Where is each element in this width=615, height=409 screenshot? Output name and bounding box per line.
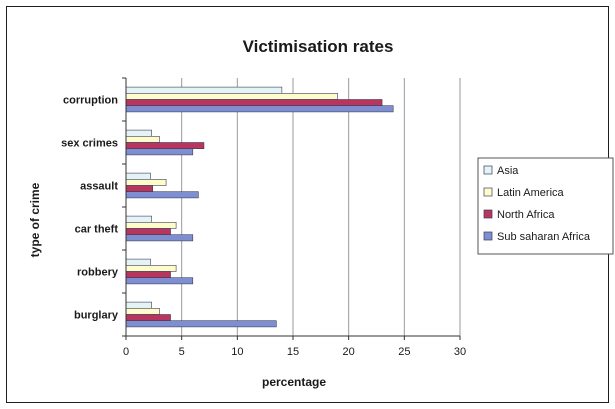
- x-tick-label: 0: [123, 346, 129, 358]
- legend-swatch: [483, 231, 493, 241]
- legend-box: [477, 157, 614, 255]
- x-tick-label: 10: [231, 346, 243, 358]
- x-tick-label: 25: [398, 346, 410, 358]
- category-label: robbery: [77, 267, 119, 279]
- legend-label: North Africa: [497, 209, 555, 221]
- bar: [125, 258, 151, 266]
- x-axis-title: percentage: [262, 375, 326, 389]
- bar: [125, 215, 152, 223]
- bar: [125, 277, 194, 285]
- x-tick-label: 5: [179, 346, 185, 358]
- bar: [125, 301, 152, 309]
- bar: [125, 185, 154, 192]
- legend-label: Asia: [497, 165, 519, 177]
- category-label: assault: [80, 181, 118, 193]
- y-axis-title: type of crime: [28, 182, 42, 257]
- bar: [125, 271, 171, 278]
- bar: [125, 105, 394, 113]
- bar: [125, 234, 194, 242]
- chart-title: Victimisation rates: [243, 37, 394, 56]
- bar: [125, 307, 160, 315]
- bar: [125, 314, 171, 321]
- bar: [125, 93, 338, 100]
- legend: Asia Latin America North Africa Sub saharan…: [477, 157, 614, 255]
- legend-label: Latin America: [497, 187, 565, 199]
- bar: [125, 99, 383, 106]
- legend-swatch: [483, 165, 493, 175]
- bar: [125, 179, 167, 186]
- bar: [125, 264, 177, 272]
- legend-label: Sub saharan Africa: [497, 231, 591, 243]
- category-label: burglary: [74, 310, 119, 322]
- legend-swatch: [483, 187, 493, 197]
- category-label: car theft: [75, 224, 119, 236]
- plot-area: corruption sex crimes assault car theft robb…: [61, 77, 466, 358]
- bar: [125, 148, 194, 156]
- bar: [125, 172, 151, 180]
- bar: [125, 86, 283, 94]
- x-tick-label: 30: [454, 346, 466, 358]
- bar: [125, 191, 199, 199]
- bar: [125, 228, 171, 235]
- category-label: corruption: [63, 95, 118, 107]
- x-tick-label: 20: [343, 346, 355, 358]
- category-label: sex crimes: [61, 138, 118, 150]
- bar: [125, 320, 277, 328]
- bar: [125, 129, 152, 137]
- bar: [125, 142, 205, 149]
- bar: [125, 136, 160, 143]
- x-tick-label: 15: [287, 346, 299, 358]
- bar: [125, 222, 177, 229]
- legend-swatch: [483, 209, 493, 219]
